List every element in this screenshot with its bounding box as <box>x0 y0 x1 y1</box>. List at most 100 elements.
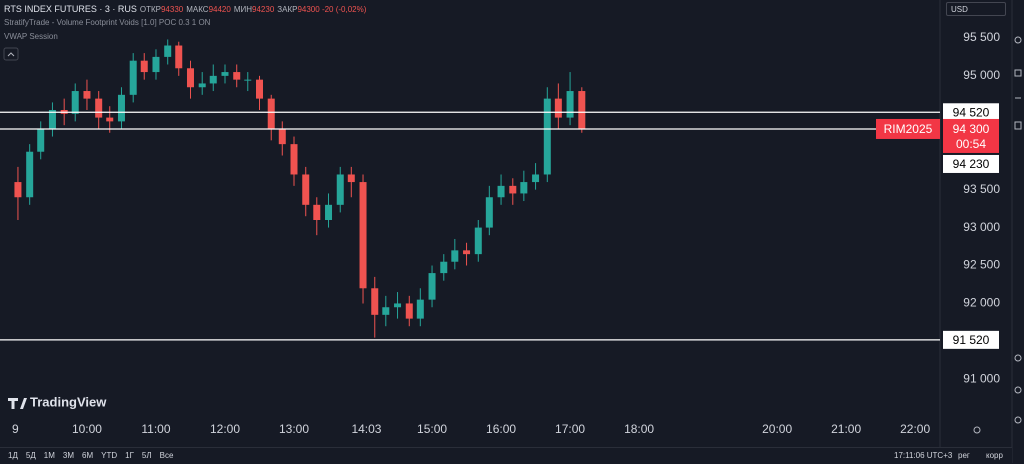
range-button[interactable]: 5Л <box>141 451 152 460</box>
range-button[interactable]: 1Д <box>8 451 18 460</box>
candle-body <box>106 117 114 122</box>
candle-body <box>543 98 551 175</box>
range-button[interactable]: YTD <box>101 451 118 460</box>
collapse-button[interactable] <box>3 47 19 61</box>
range-button[interactable]: 6М <box>82 451 94 460</box>
x-tick-label: 22:00 <box>900 422 930 436</box>
level-label-box <box>943 103 999 122</box>
candle-body <box>117 94 125 122</box>
indicator: VWAP Session <box>4 32 58 41</box>
level-label: 91 520 <box>953 333 990 347</box>
candle-body <box>394 303 402 308</box>
candle-body <box>371 288 379 315</box>
ohlc-value: 94330 <box>160 5 184 14</box>
ohlc-key: ОТКР <box>139 5 161 14</box>
candle-body <box>256 79 264 99</box>
y-tick-label: 93 000 <box>963 220 1000 234</box>
tool-icon[interactable] <box>1014 416 1022 424</box>
candle-body <box>451 250 459 262</box>
candle-body <box>267 98 275 129</box>
candle-body <box>175 45 183 69</box>
ohlc-key: МАКС <box>186 5 209 14</box>
indicator: StratifyTrade - Volume Footprint Voids [… <box>4 18 211 27</box>
tool-icon[interactable] <box>1014 354 1022 362</box>
ohlc-value: 94300 <box>297 5 320 14</box>
candle-body <box>405 303 413 319</box>
change: -20 (-0,02%) <box>321 5 367 14</box>
level-label: 94 520 <box>953 105 990 119</box>
ranges: 1Д 5Д 1М 3М 6М YTD 1Г 5Л Все <box>0 451 173 460</box>
adjust[interactable]: корр <box>986 451 1003 460</box>
range-button[interactable]: 3М <box>62 451 74 460</box>
symbol-tag-text: RIM2025 <box>884 122 933 136</box>
y-tick-label: 95 500 <box>963 30 1000 44</box>
candle-body <box>164 45 172 57</box>
candle-body <box>509 185 517 194</box>
x-tick-label: 9 <box>12 422 19 436</box>
candle-body <box>233 72 241 80</box>
candle-body <box>520 182 528 194</box>
price-label: 94 300 <box>953 122 990 136</box>
price-box <box>943 118 999 153</box>
y-tick-label: 95 000 <box>963 68 1000 82</box>
ohlc-key: МИН <box>233 5 253 14</box>
candle-body <box>313 204 321 220</box>
candle-body <box>209 75 217 84</box>
candle-body <box>474 227 482 255</box>
side-toolbar[interactable] <box>1014 36 1022 424</box>
tool-icon[interactable] <box>1014 386 1022 394</box>
logo-text: TradingView <box>30 394 107 409</box>
tool-icon[interactable] <box>1014 121 1022 130</box>
tool-icon[interactable] <box>1014 69 1022 77</box>
candle-body <box>129 60 137 95</box>
level-label-box <box>943 330 999 349</box>
settings-icon[interactable] <box>973 426 981 434</box>
ohlc-value: 94230 <box>252 5 275 14</box>
candle-body <box>302 174 310 205</box>
countdown: 00:54 <box>956 137 986 151</box>
candle-body <box>347 174 355 183</box>
logo-mark <box>8 398 27 409</box>
ohlc: ОТКР94330 МАКС94420 МИН94230 ЗАКР94300 <box>137 5 320 14</box>
session[interactable]: рег <box>958 451 970 460</box>
candle-body <box>428 273 436 300</box>
range-button[interactable]: 1М <box>43 451 55 460</box>
y-tick-label: 93 500 <box>963 182 1000 196</box>
y-tick-label: 91 000 <box>963 371 1000 385</box>
candle-body <box>221 72 229 76</box>
ohlc-key: ЗАКР <box>277 5 298 14</box>
candle-body <box>48 110 56 129</box>
range-button[interactable]: 5Д <box>25 451 36 460</box>
low-label-box <box>943 154 999 173</box>
candle-body <box>336 174 344 205</box>
x-tick-label: 11:00 <box>141 422 170 436</box>
legend: RTS INDEX FUTURES · 3 · RUS ОТКР94330 МАКС… <box>4 2 366 44</box>
x-tick-label: 13:00 <box>279 422 309 436</box>
candle-body <box>440 261 448 274</box>
x-tick-label: 14:03 <box>351 422 381 436</box>
x-tick-label: 18:00 <box>624 422 654 436</box>
candle-body <box>382 307 390 315</box>
y-tick-label: 92 000 <box>963 296 1000 310</box>
candle-body <box>244 79 252 81</box>
ohlc-value: 94420 <box>208 5 231 14</box>
candle-body <box>554 98 562 118</box>
x-tick-label: 12:00 <box>210 422 240 436</box>
y-tick-label: 92 500 <box>963 258 1000 272</box>
tool-icon[interactable] <box>1014 36 1022 44</box>
range-button[interactable]: Все <box>159 451 174 460</box>
x-tick-label: 17:00 <box>555 422 585 436</box>
currency-select[interactable]: USD <box>946 2 1006 16</box>
candle-body <box>26 151 34 198</box>
candle-body <box>71 91 79 114</box>
candle-body <box>140 60 148 73</box>
candle-body <box>578 91 586 129</box>
range-button[interactable]: 1Г <box>125 451 134 460</box>
x-tick-label: 10:00 <box>72 422 102 436</box>
candle-body <box>325 204 333 220</box>
low-label: 94 230 <box>953 157 990 171</box>
symbol-tag <box>876 118 940 139</box>
bottom-bar: 1Д 5Д 1М 3М 6М YTD 1Г 5Л Все 17:11:06 UTC+3 рег … <box>0 447 1012 464</box>
x-tick-label: 15:00 <box>417 422 447 436</box>
